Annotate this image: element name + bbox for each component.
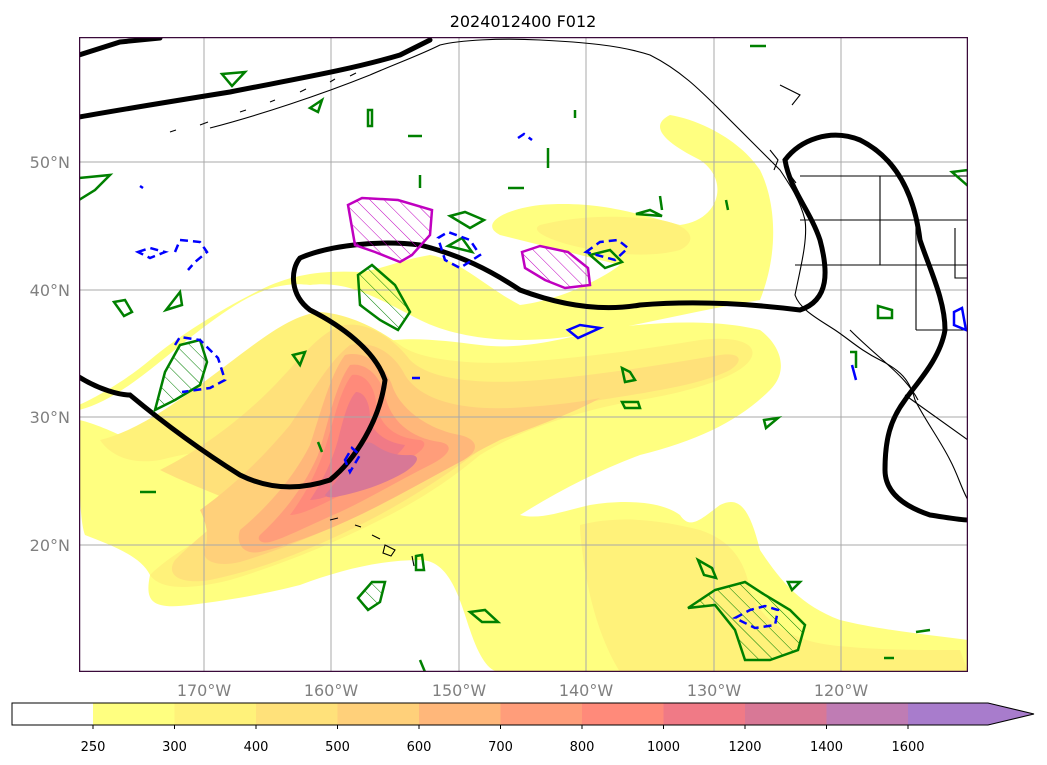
colorbar-tick-label: 800 <box>570 740 595 755</box>
green-contour-hatched <box>153 338 209 413</box>
colorbar-tick-label: 400 <box>244 740 269 755</box>
map-frame <box>79 37 968 672</box>
blue-contours <box>134 132 968 630</box>
colorbar-tick-label: 300 <box>162 740 187 755</box>
map-title: 2024012400 F012 <box>450 12 597 31</box>
lon-label: 120°W <box>814 681 869 700</box>
magenta-contour-hatched <box>346 196 434 264</box>
colorbar-swatch-600 <box>419 703 501 725</box>
state-borders <box>795 176 968 441</box>
black-contour-main <box>79 132 968 523</box>
colorbar-tick-label: 700 <box>488 740 513 755</box>
shade-1200 <box>325 442 417 498</box>
colorbar-swatch-800 <box>582 703 664 725</box>
colorbar-swatch-1200 <box>745 703 827 725</box>
longitude-labels: 170°W 160°W 150°W 140°W 130°W 120°W <box>177 681 869 700</box>
coastlines <box>169 38 968 567</box>
map-area[interactable] <box>79 37 968 672</box>
lat-label: 40°N <box>30 281 70 300</box>
colorbar-tick-label: 500 <box>325 740 350 755</box>
black-contours <box>79 37 968 523</box>
lat-label: 50°N <box>30 153 70 172</box>
lon-label: 160°W <box>304 681 359 700</box>
colorbar-swatch-700 <box>500 703 583 725</box>
hawaii <box>329 517 415 567</box>
latitude-labels: 50°N 40°N 30°N 20°N <box>30 153 70 555</box>
colorbar-swatch-1000 <box>663 703 746 725</box>
alaska-coast <box>209 38 968 501</box>
colorbar-tick-label: 1600 <box>891 740 924 755</box>
green-contour-hatched <box>356 580 387 612</box>
colorbar: 250 300 400 500 600 700 800 1000 1200 1400 1600 <box>11 702 1035 755</box>
colorbar-swatch-300 <box>174 703 257 725</box>
lon-label: 140°W <box>559 681 614 700</box>
colorbar-swatch-under <box>12 703 93 725</box>
black-contour-north-b <box>79 37 433 120</box>
colorbar-outline <box>11 702 1035 726</box>
colorbar-ticks: 250 300 400 500 600 700 800 1000 1200 1400 1600 <box>81 725 925 755</box>
black-contour-north-a <box>79 37 163 58</box>
colorbar-tick-label: 250 <box>81 740 106 755</box>
colorbar-swatch-1600 <box>908 703 1034 725</box>
magenta-contours <box>346 196 592 290</box>
colorbar-swatch-1400 <box>826 703 909 725</box>
green-contours <box>79 44 968 672</box>
colorbar-swatches <box>12 703 1034 725</box>
lon-label: 130°W <box>687 681 742 700</box>
lat-label: 30°N <box>30 408 70 427</box>
aleutians <box>169 72 357 133</box>
green-contour-hatched <box>356 263 412 332</box>
colorbar-tick-label: 1000 <box>647 740 680 755</box>
shade-300 <box>100 216 968 672</box>
colorbar-swatch-250 <box>93 703 175 725</box>
colorbar-tick-label: 1400 <box>810 740 843 755</box>
lon-label: 150°W <box>432 681 487 700</box>
colorbar-swatch-400 <box>256 703 338 725</box>
colorbar-swatch-500 <box>337 703 420 725</box>
lat-label: 20°N <box>30 536 70 555</box>
magenta-contour-hatched <box>520 244 592 290</box>
green-contour-hatched <box>687 580 807 662</box>
lon-label: 170°W <box>177 681 232 700</box>
colorbar-tick-label: 600 <box>407 740 432 755</box>
shading-layer <box>79 115 968 672</box>
colorbar-tick-label: 1200 <box>728 740 761 755</box>
